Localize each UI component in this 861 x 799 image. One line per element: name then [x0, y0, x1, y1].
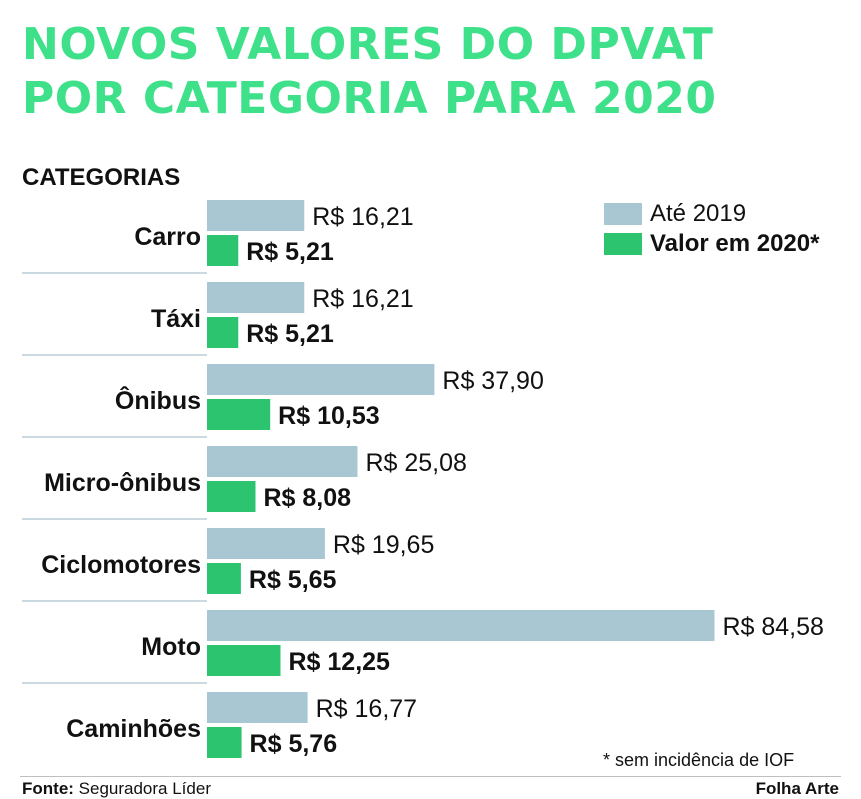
label-2020-carro: R$ 5,21	[246, 238, 334, 266]
label-2020-onibus: R$ 10,53	[278, 402, 379, 430]
bar-2020-ciclomotores	[207, 563, 241, 594]
label-2020-micro-onibus: R$ 8,08	[263, 484, 351, 512]
label-2020-taxi: R$ 5,21	[246, 320, 334, 348]
bar-2019-ciclomotores	[207, 528, 325, 559]
label-2019-ciclomotores: R$ 19,65	[333, 531, 434, 559]
label-2019-moto: R$ 84,58	[722, 613, 823, 641]
category-label-caminhoes: Caminhões	[66, 715, 201, 743]
label-2020-moto: R$ 12,25	[289, 648, 391, 676]
legend-swatch-2019	[604, 203, 642, 225]
chart-title-line-2: POR CATEGORIA PARA 2020	[22, 73, 717, 124]
category-label-micro-onibus: Micro-ônibus	[44, 469, 201, 497]
category-label-carro: Carro	[134, 223, 201, 251]
legend: Até 2019 Valor em 2020*	[604, 199, 819, 259]
category-label-onibus: Ônibus	[115, 385, 201, 415]
category-label-ciclomotores: Ciclomotores	[41, 551, 201, 579]
publisher-credit: Folha Arte	[755, 779, 839, 798]
chart-title: NOVOS VALORES DO DPVAT POR CATEGORIA PAR…	[22, 18, 716, 126]
bar-2019-micro-onibus	[207, 446, 358, 477]
bar-2019-onibus	[207, 364, 435, 395]
legend-item-2019: Até 2019	[604, 199, 819, 229]
bar-2020-carro	[207, 235, 239, 266]
categories-heading: CATEGORIAS	[22, 164, 181, 191]
bar-2019-taxi	[207, 282, 305, 313]
category-label-moto: Moto	[141, 633, 201, 661]
bar-2020-moto	[207, 645, 281, 676]
label-2019-carro: R$ 16,21	[312, 203, 413, 231]
label-2019-caminhoes: R$ 16,77	[316, 695, 417, 723]
bar-2019-caminhoes	[207, 692, 308, 723]
chart-title-line-1: NOVOS VALORES DO DPVAT	[22, 19, 714, 70]
source-label: Fonte:	[22, 779, 74, 798]
bar-2020-caminhoes	[207, 727, 242, 758]
category-label-taxi: Táxi	[151, 305, 201, 333]
bar-2020-onibus	[207, 399, 271, 430]
label-2020-ciclomotores: R$ 5,65	[249, 566, 337, 594]
footer-divider	[20, 776, 841, 777]
bar-2019-carro	[207, 200, 305, 231]
label-2020-caminhoes: R$ 5,76	[250, 730, 338, 758]
source-value: Seguradora Líder	[73, 779, 211, 798]
legend-swatch-2020	[604, 233, 642, 255]
label-2019-taxi: R$ 16,21	[312, 285, 413, 313]
bar-2020-taxi	[207, 317, 239, 348]
legend-label-2019: Até 2019	[650, 200, 747, 227]
label-2019-micro-onibus: R$ 25,08	[365, 449, 466, 477]
legend-item-2020: Valor em 2020*	[604, 229, 819, 259]
footnote: * sem incidência de IOF	[603, 750, 795, 770]
label-2019-onibus: R$ 37,90	[442, 367, 543, 395]
source-credit: Fonte: Seguradora Líder	[22, 779, 211, 799]
bar-2020-micro-onibus	[207, 481, 256, 512]
legend-label-2020: Valor em 2020*	[650, 230, 820, 257]
bar-2019-moto	[207, 610, 715, 641]
